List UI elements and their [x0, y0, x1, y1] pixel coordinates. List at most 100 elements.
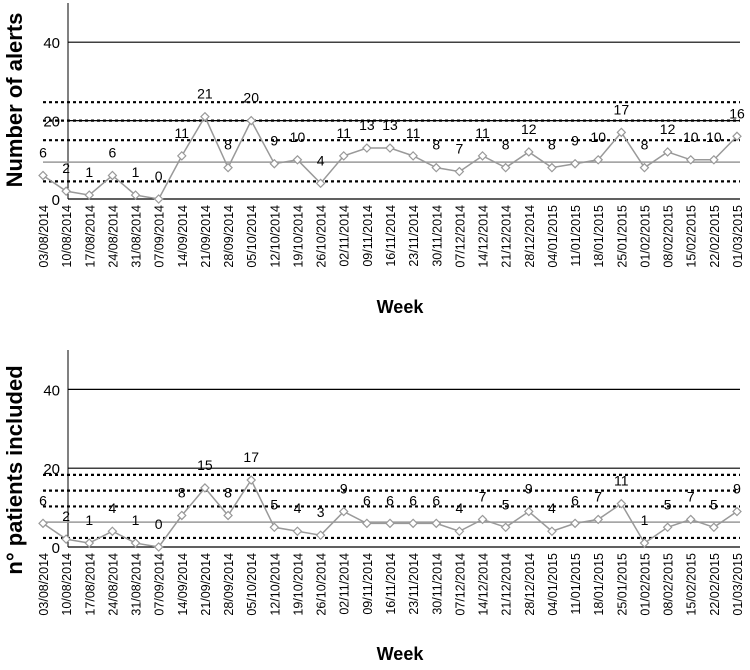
data-point — [153, 542, 164, 552]
x-tick-label: 08/02/2015 — [662, 553, 676, 616]
data-point — [477, 514, 488, 525]
x-tick-label: 24/08/2014 — [106, 553, 120, 616]
x-tick-label: 16/11/2014 — [384, 205, 398, 267]
data-label: 6 — [571, 492, 579, 508]
data-point — [732, 131, 742, 142]
data-label: 7 — [687, 488, 695, 504]
data-point — [385, 143, 395, 153]
x-tick-label: 14/09/2014 — [176, 553, 190, 616]
data-point — [362, 518, 372, 529]
x-tick-label: 19/10/2014 — [291, 553, 305, 616]
x-tick-label: 14/09/2014 — [176, 205, 190, 268]
x-tick-label: 04/01/2015 — [546, 553, 560, 616]
data-point — [153, 194, 164, 204]
x-tick-label: 16/11/2014 — [384, 553, 398, 615]
y-tick-label: 0 — [52, 192, 60, 209]
data-label: 10 — [683, 129, 699, 145]
x-tick-label: 09/11/2014 — [361, 205, 375, 267]
data-point — [130, 190, 141, 200]
data-point — [639, 538, 650, 548]
x-tick-label: 07/09/2014 — [153, 205, 167, 268]
data-label: 4 — [548, 500, 556, 516]
data-point — [315, 530, 326, 541]
x-tick-label: 03/08/2014 — [37, 553, 51, 616]
x-tick-label: 15/02/2015 — [685, 553, 699, 616]
data-label: 9 — [733, 481, 741, 497]
x-tick-label: 26/10/2014 — [315, 205, 329, 268]
x-tick-label: 11/01/2015 — [569, 553, 583, 615]
data-label: 11 — [336, 125, 351, 141]
x-tick-label: 25/01/2015 — [615, 553, 629, 616]
data-label: 11 — [406, 125, 421, 141]
x-tick-label: 21/09/2014 — [199, 553, 213, 616]
data-label: 12 — [521, 121, 537, 137]
data-label: 9 — [571, 133, 579, 149]
data-label: 6 — [363, 492, 371, 508]
data-label: 17 — [614, 101, 630, 117]
x-tick-label: 02/11/2014 — [338, 205, 352, 267]
data-point — [38, 518, 48, 529]
x-tick-label: 31/08/2014 — [130, 205, 144, 268]
data-point — [130, 538, 141, 548]
x-tick-label: 14/12/2014 — [477, 553, 491, 616]
data-label: 1 — [641, 512, 649, 528]
data-point — [315, 178, 326, 189]
data-point — [616, 498, 627, 509]
x-tick-label: 22/02/2015 — [708, 553, 722, 616]
x-axis-title: Week — [377, 297, 425, 317]
y-tick-label: 40 — [43, 382, 60, 399]
data-label: 16 — [729, 105, 745, 121]
data-label: 4 — [317, 152, 325, 168]
data-point — [593, 154, 604, 165]
data-point — [61, 186, 71, 197]
data-label: 8 — [224, 137, 232, 153]
data-point — [408, 518, 418, 529]
data-point — [523, 147, 534, 157]
x-tick-label: 31/08/2014 — [130, 553, 144, 616]
x-tick-label: 10/08/2014 — [60, 553, 74, 616]
x-tick-label: 11/01/2015 — [569, 205, 583, 267]
data-label: 13 — [359, 117, 375, 133]
data-point — [662, 147, 673, 157]
data-label: 4 — [109, 500, 117, 516]
data-label: 12 — [660, 121, 676, 137]
x-tick-label: 07/09/2014 — [153, 553, 167, 616]
x-tick-label: 18/01/2015 — [592, 553, 606, 616]
data-point — [246, 115, 257, 126]
data-label: 4 — [456, 500, 464, 516]
data-label: 17 — [243, 449, 259, 465]
data-point — [570, 518, 580, 529]
data-label: 15 — [197, 457, 213, 473]
x-tick-label: 01/02/2015 — [638, 205, 652, 268]
data-label: 20 — [243, 90, 259, 106]
data-label: 13 — [382, 117, 398, 133]
data-label: 2 — [62, 160, 70, 176]
data-label: 6 — [109, 144, 117, 160]
data-label: 8 — [548, 137, 556, 153]
x-tick-label: 30/11/2014 — [430, 205, 444, 267]
y-tick-label: 20 — [43, 114, 60, 131]
x-tick-label: 26/10/2014 — [315, 553, 329, 616]
data-point — [593, 514, 604, 525]
x-tick-label: 17/08/2014 — [83, 205, 97, 268]
data-label: 4 — [294, 500, 302, 516]
data-point — [431, 518, 442, 529]
data-label: 7 — [594, 488, 602, 504]
x-tick-label: 28/12/2014 — [523, 205, 537, 268]
data-point — [500, 162, 511, 173]
x-tick-label: 22/02/2015 — [708, 205, 722, 268]
data-label: 1 — [132, 164, 140, 180]
x-tick-label: 08/02/2015 — [662, 205, 676, 268]
data-label: 7 — [479, 488, 487, 504]
x-tick-label: 09/11/2014 — [361, 553, 375, 615]
data-point — [685, 154, 696, 165]
data-point — [385, 518, 395, 529]
data-point — [732, 506, 742, 517]
data-point — [292, 526, 303, 537]
x-tick-label: 24/08/2014 — [106, 205, 120, 268]
data-point — [362, 143, 372, 153]
data-point — [61, 534, 71, 544]
x-tick-label: 04/01/2015 — [546, 205, 560, 268]
x-tick-label: 21/09/2014 — [199, 205, 213, 268]
